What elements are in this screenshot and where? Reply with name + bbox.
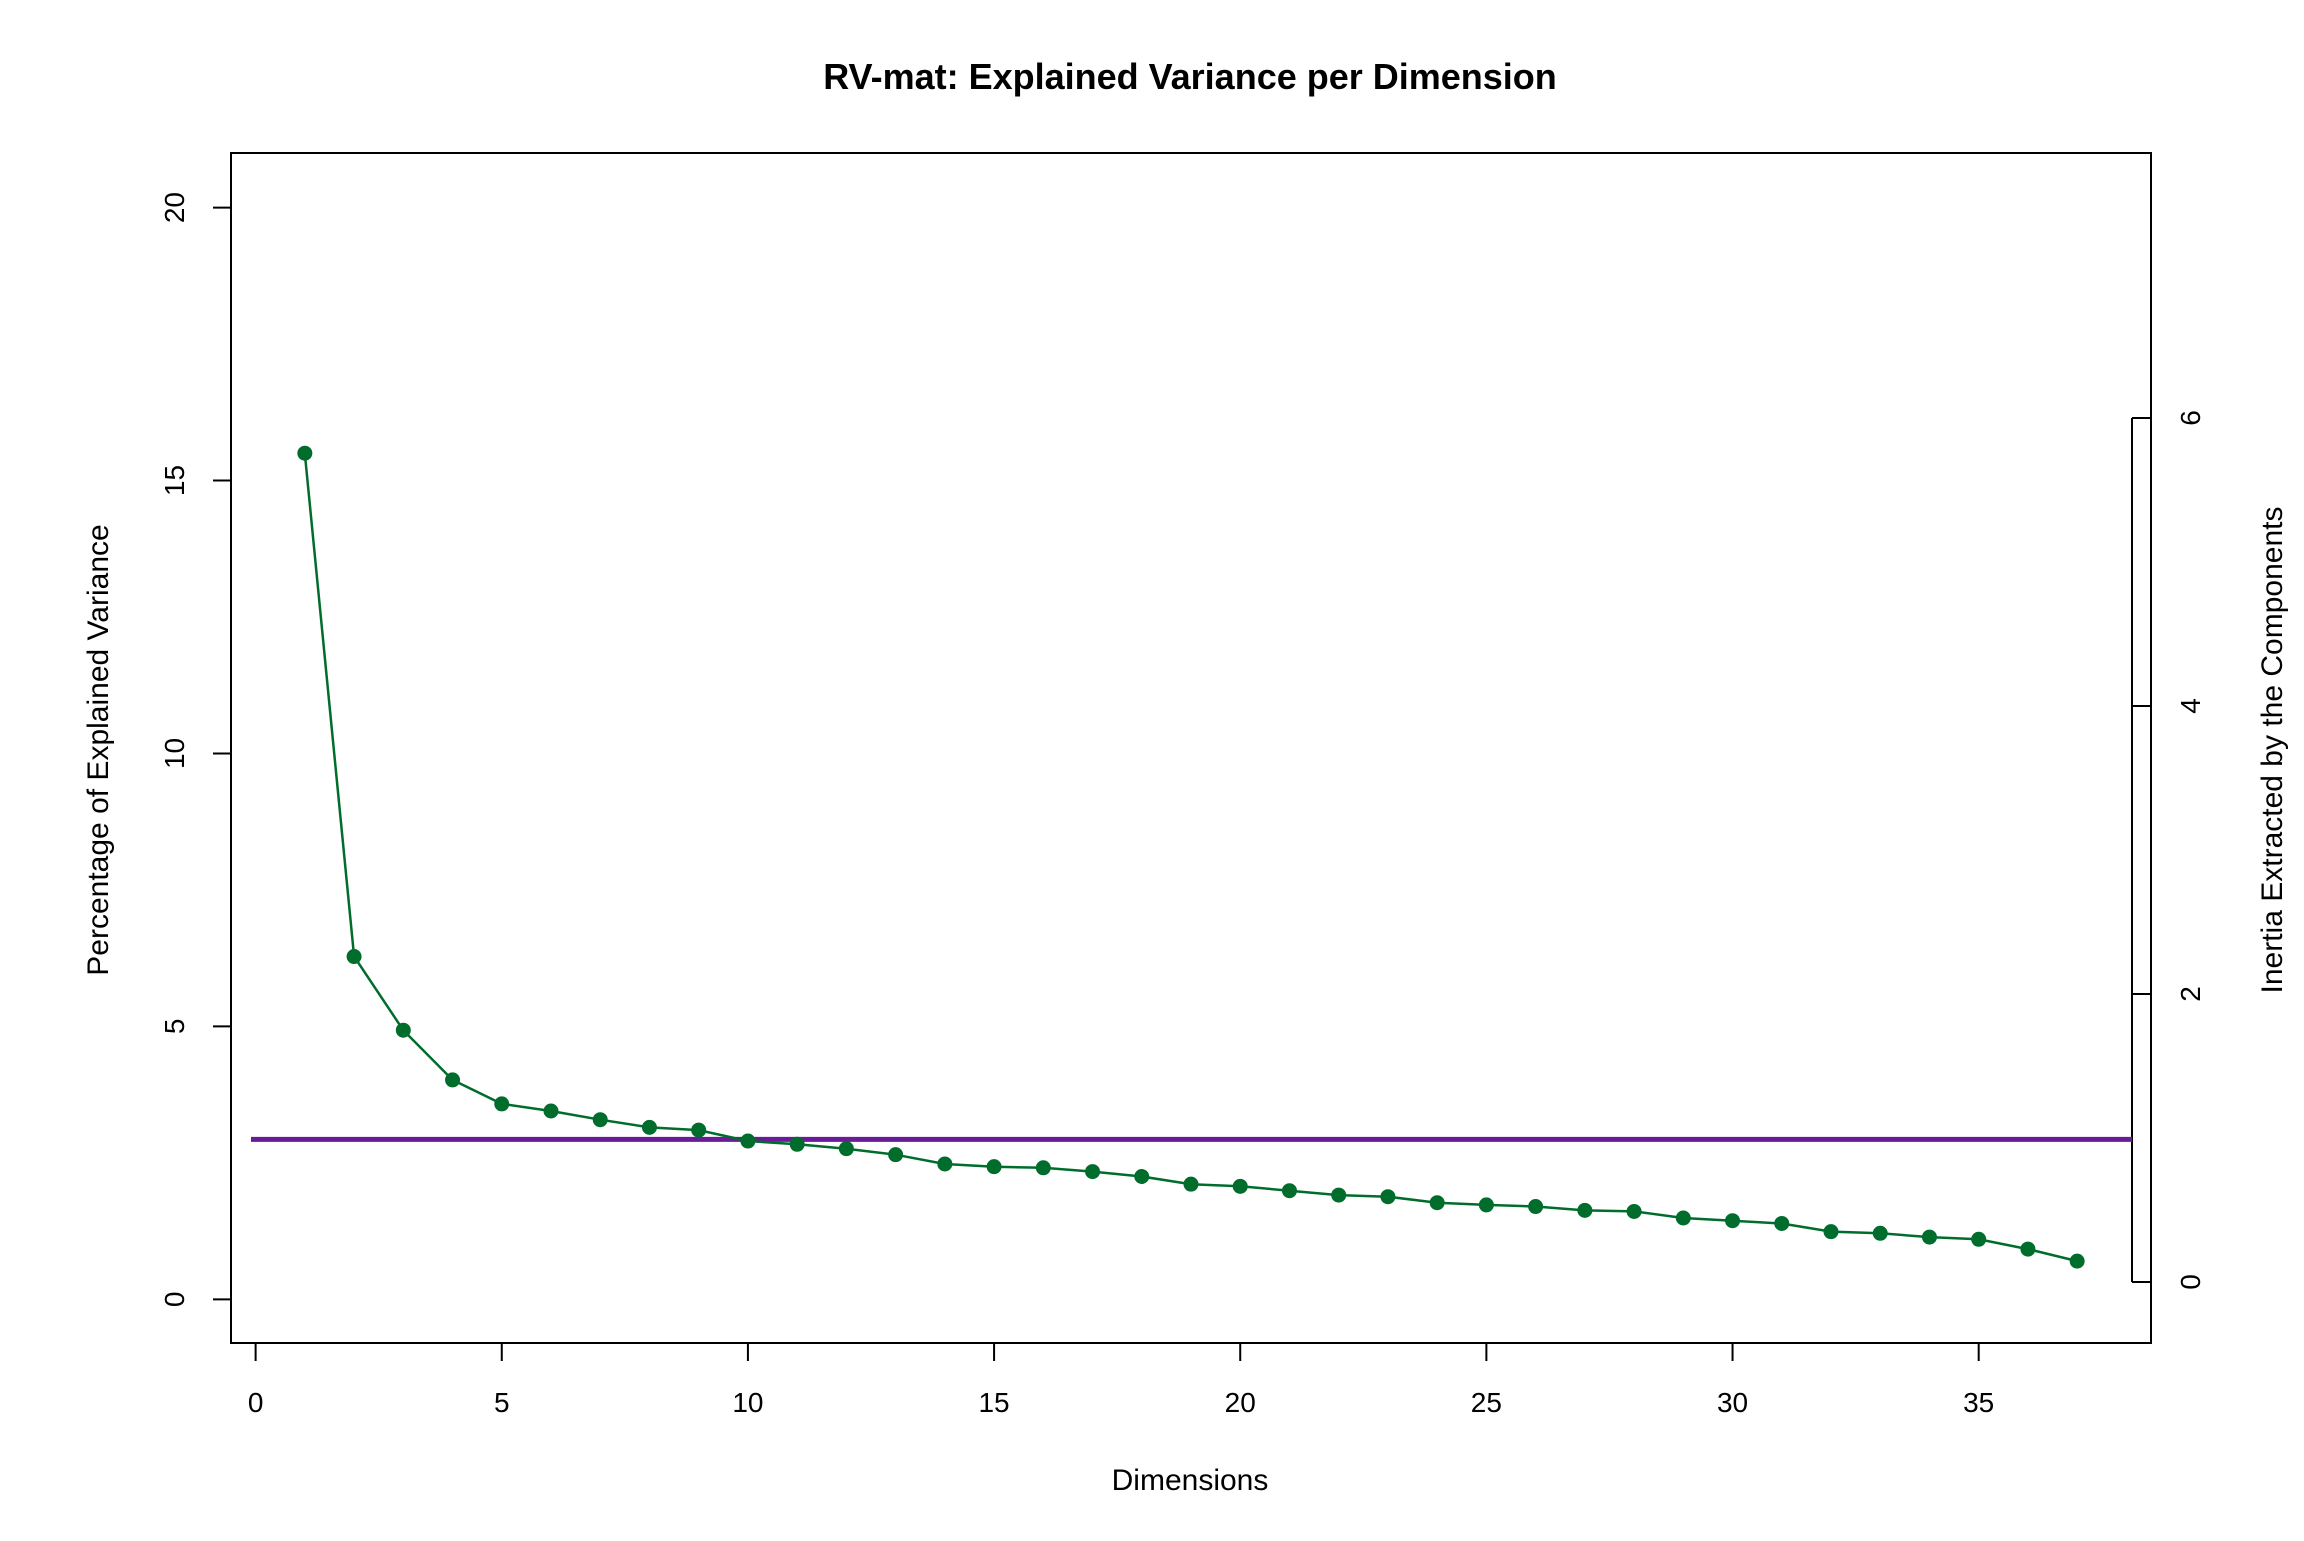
data-point: [1281, 1183, 1297, 1199]
series-layer: [297, 445, 2085, 1269]
y2-tick-label: 4: [2175, 698, 2206, 714]
data-point: [1134, 1169, 1150, 1185]
data-point: [1725, 1213, 1741, 1229]
data-point: [1331, 1187, 1347, 1203]
data-point: [1478, 1197, 1494, 1213]
y-tick-label: 5: [159, 1019, 190, 1035]
data-point: [1183, 1176, 1199, 1192]
data-point: [1035, 1160, 1051, 1176]
y-axis: 0 5 10 15 20: [159, 192, 232, 1308]
data-point: [1921, 1229, 1937, 1245]
y-tick-label: 15: [159, 465, 190, 496]
y-tick-label: 10: [159, 738, 190, 769]
x-axis: 0 5 10 15 20 25 30 35: [248, 1342, 1994, 1418]
data-point: [1528, 1199, 1544, 1215]
data-point: [1872, 1225, 1888, 1241]
data-point: [1429, 1195, 1445, 1211]
data-point: [789, 1136, 805, 1152]
x-tick-label: 10: [732, 1387, 763, 1418]
data-point: [1774, 1215, 1790, 1231]
x-tick-label: 15: [978, 1387, 1009, 1418]
y2-tick-label: 0: [2175, 1274, 2206, 1290]
data-point: [888, 1147, 904, 1163]
data-point: [297, 445, 313, 461]
data-point: [1675, 1210, 1691, 1226]
data-point: [494, 1096, 510, 1112]
y2-axis: 0 2 4 6: [2131, 410, 2206, 1290]
y-tick-label: 0: [159, 1292, 190, 1308]
y2-tick-label: 2: [2175, 986, 2206, 1002]
data-point: [1232, 1178, 1248, 1194]
data-point: [1380, 1189, 1396, 1205]
data-point: [1085, 1164, 1101, 1180]
x-axis-label: Dimensions: [1112, 1464, 1269, 1497]
data-point: [395, 1022, 411, 1038]
x-tick-label: 20: [1225, 1387, 1256, 1418]
data-point: [1971, 1231, 1987, 1247]
y-axis-label: Percentage of Explained Variance: [82, 524, 115, 975]
data-point: [2069, 1253, 2085, 1269]
data-point: [543, 1103, 559, 1119]
data-point: [445, 1072, 461, 1088]
data-point: [937, 1156, 953, 1172]
x-tick-label: 30: [1717, 1387, 1748, 1418]
x-tick-label: 25: [1471, 1387, 1502, 1418]
data-point: [986, 1159, 1002, 1175]
data-point: [740, 1133, 756, 1149]
x-tick-label: 0: [248, 1387, 264, 1418]
x-tick-label: 35: [1963, 1387, 1994, 1418]
data-point: [346, 949, 362, 965]
data-point: [838, 1141, 854, 1157]
data-point: [592, 1112, 608, 1128]
data-point: [691, 1122, 707, 1138]
x-tick-label: 5: [494, 1387, 510, 1418]
data-point: [641, 1119, 657, 1135]
data-point: [2020, 1241, 2036, 1257]
data-point: [1626, 1203, 1642, 1219]
y2-tick-label: 6: [2175, 410, 2206, 426]
data-point: [1577, 1202, 1593, 1218]
y-tick-label: 20: [159, 192, 190, 223]
data-point: [1823, 1224, 1839, 1240]
y2-axis-label: Inertia Extracted by the Components: [2256, 507, 2289, 994]
chart-title: RV-mat: Explained Variance per Dimension: [823, 56, 1557, 97]
